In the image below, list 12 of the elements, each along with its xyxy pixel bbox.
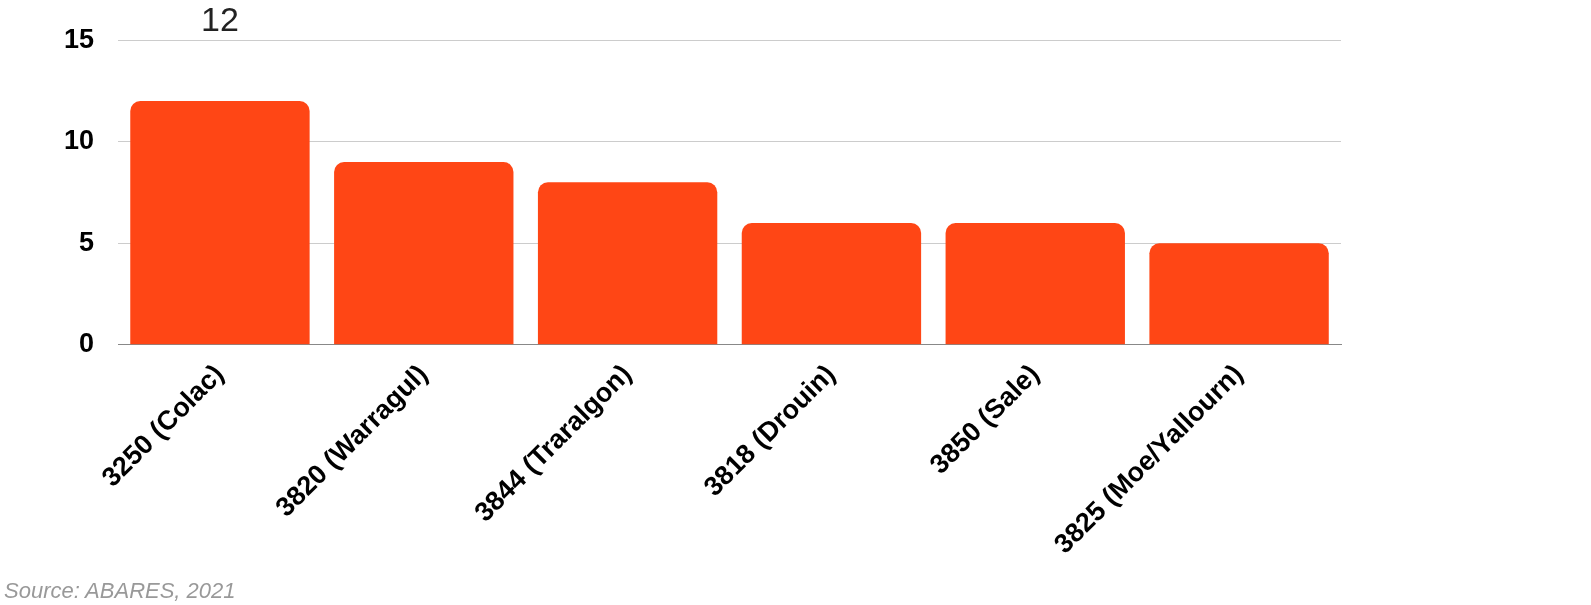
bar (945, 222, 1125, 345)
data-label: 12 (201, 0, 239, 38)
bar (334, 162, 514, 345)
y-tick-label: 0 (79, 328, 95, 359)
bar (1149, 243, 1329, 345)
bar (130, 101, 310, 345)
y-tick-label: 5 (79, 226, 95, 257)
y-tick-label: 15 (63, 23, 95, 54)
y-tick-label: 10 (63, 125, 95, 156)
source-note: Source: ABARES, 2021 (4, 578, 236, 604)
bar (537, 182, 718, 345)
bar (741, 222, 922, 345)
